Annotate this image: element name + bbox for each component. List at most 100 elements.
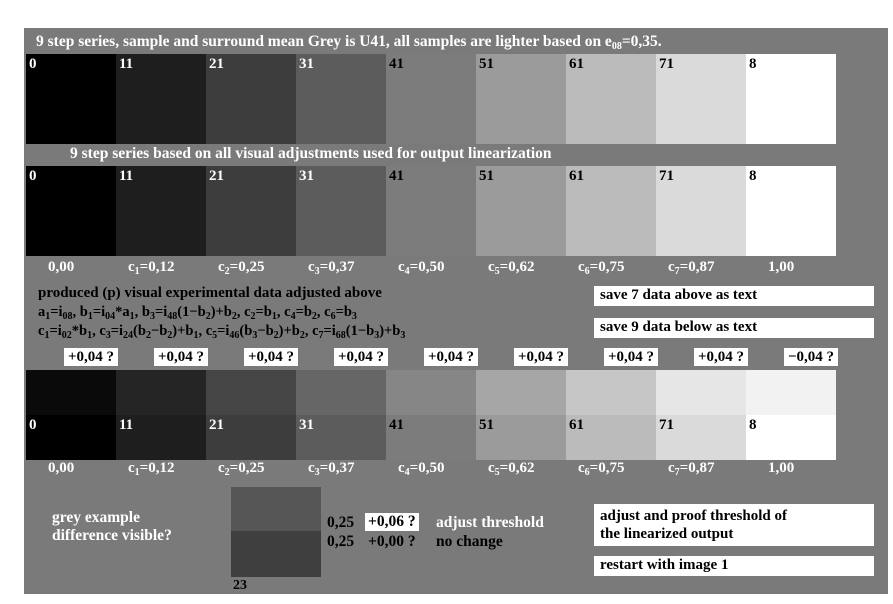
series2-patch-61: 61	[566, 166, 656, 256]
series3-patch-label: 11	[119, 417, 134, 433]
series3-patch-lower-71: 71	[656, 415, 746, 460]
series1-patch-8: 8	[746, 54, 836, 144]
threshold-1-value: 0,25	[327, 514, 355, 531]
series1-patch-label: 51	[479, 56, 494, 72]
save-9-data-button[interactable]: save 9 data below as text	[594, 318, 874, 338]
increment-button-3[interactable]: +0,04 ?	[334, 348, 389, 366]
series2-patch-41: 41	[386, 166, 476, 256]
series3-patch-label: 51	[479, 417, 494, 433]
series2-patch-0: 0	[26, 166, 116, 256]
threshold-1-text: adjust threshold	[436, 514, 544, 531]
series2-patch-label: 31	[299, 168, 314, 184]
series2-patch-8: 8	[746, 166, 836, 256]
increment-button-1[interactable]: +0,04 ?	[154, 348, 209, 366]
series3-patch-upper-8	[746, 370, 836, 415]
caption-0: 0,00	[48, 460, 75, 476]
series3-patch-label: 21	[209, 417, 224, 433]
series2-title: 9 step series based on all visual adjust…	[70, 145, 552, 162]
caption-4: c4=0,50	[398, 259, 445, 277]
example-patch-lower	[231, 531, 321, 577]
formula-line-2: c1=i02*b1, c3=i24(b2−b2)+b1, c5=i46(b3−b…	[38, 323, 406, 341]
threshold-2-text: no change	[436, 533, 503, 550]
series2-patch-label: 51	[479, 168, 494, 184]
series1-patch-label: 21	[209, 56, 224, 72]
increment-button-2[interactable]: +0,04 ?	[244, 348, 299, 366]
series1-row: 0 11 21 31 41 51 61 71 8	[24, 54, 888, 144]
series2-patch-label: 61	[569, 168, 584, 184]
series3-patch-lower-0: 0	[26, 415, 116, 460]
series3-patch-upper-51	[476, 370, 566, 415]
caption-8: 1,00	[768, 460, 795, 476]
series2-patch-71: 71	[656, 166, 746, 256]
increment-button-7[interactable]: +0,04 ?	[694, 348, 749, 366]
series1-patch-61: 61	[566, 54, 656, 144]
series1-patch-21: 21	[206, 54, 296, 144]
chart-frame: 9 step series, sample and surround mean …	[24, 28, 888, 594]
series3-patch-label: 31	[299, 417, 314, 433]
caption-5: c5=0,62	[488, 460, 535, 478]
increment-button-6[interactable]: +0,04 ?	[604, 348, 659, 366]
series3-patch-label: 0	[29, 417, 37, 433]
series1-patch-71: 71	[656, 54, 746, 144]
series3-patch-lower-51: 51	[476, 415, 566, 460]
series2-patch-label: 21	[209, 168, 224, 184]
series3-patch-label: 8	[749, 417, 757, 433]
series3-patch-label: 61	[569, 417, 584, 433]
grey-example-label-2: difference visible?	[52, 527, 172, 544]
series3-patch-upper-71	[656, 370, 746, 415]
caption-1: c1=0,12	[128, 460, 175, 478]
series1-patch-label: 0	[29, 56, 37, 72]
increment-button-8[interactable]: −0,04 ?	[784, 348, 839, 366]
threshold-no-change-button[interactable]: +0,00 ?	[368, 533, 416, 550]
restart-button[interactable]: restart with image 1	[594, 556, 874, 576]
formula-line-1: a1=i08, b1=i04*a1, b3=i48(1−b2)+b2, c2=b…	[38, 304, 357, 322]
series1-patch-label: 8	[749, 56, 757, 72]
caption-8: 1,00	[768, 259, 795, 275]
series2-patch-label: 41	[389, 168, 404, 184]
series3-patch-lower-21: 21	[206, 415, 296, 460]
save-7-data-button[interactable]: save 7 data above as text	[594, 286, 874, 306]
series3-row: 0 11 21 31 41 51 61 71 8	[24, 370, 888, 460]
series3-patch-label: 41	[389, 417, 404, 433]
caption-1: c1=0,12	[128, 259, 175, 277]
adjust-proof-line-2: the linearized output	[600, 526, 734, 542]
series2-row: 0 11 21 31 41 51 61 71 8	[24, 166, 888, 256]
series3-patch-label: 71	[659, 417, 674, 433]
increment-button-4[interactable]: +0,04 ?	[424, 348, 479, 366]
caption-6: c6=0,75	[578, 460, 625, 478]
series3-patch-lower-61: 61	[566, 415, 656, 460]
series1-patch-11: 11	[116, 54, 206, 144]
series1-patch-31: 31	[296, 54, 386, 144]
series3-patch-upper-41	[386, 370, 476, 415]
adjust-proof-button[interactable]: adjust and proof threshold of the linear…	[594, 504, 874, 546]
page-title: 9 step series, sample and surround mean …	[36, 33, 662, 52]
produced-text: produced (p) visual experimental data ad…	[38, 285, 382, 301]
series2-patch-31: 31	[296, 166, 386, 256]
caption-6: c6=0,75	[578, 259, 625, 277]
adjust-proof-line-1: adjust and proof threshold of	[600, 508, 787, 524]
caption-0: 0,00	[48, 259, 75, 275]
series1-patch-label: 61	[569, 56, 584, 72]
increment-button-5[interactable]: +0,04 ?	[514, 348, 569, 366]
example-patch-upper	[231, 487, 321, 531]
series1-patch-51: 51	[476, 54, 566, 144]
series3-patch-upper-11	[116, 370, 206, 415]
caption-3: c3=0,37	[308, 259, 355, 277]
caption-7: c7=0,87	[668, 460, 715, 478]
caption-3: c3=0,37	[308, 460, 355, 478]
series1-patch-label: 31	[299, 56, 314, 72]
series1-patch-label: 11	[119, 56, 134, 72]
example-patch-label: 23	[233, 579, 247, 591]
series2-patch-label: 11	[119, 168, 134, 184]
threshold-adjust-button[interactable]: +0,06 ?	[365, 513, 419, 531]
series3-patch-upper-21	[206, 370, 296, 415]
increment-button-0[interactable]: +0,04 ?	[64, 348, 119, 366]
series3-patch-lower-41: 41	[386, 415, 476, 460]
series1-patch-label: 41	[389, 56, 404, 72]
series1-patch-0: 0	[26, 54, 116, 144]
caption-4: c4=0,50	[398, 460, 445, 478]
series3-patch-lower-11: 11	[116, 415, 206, 460]
series2-patch-51: 51	[476, 166, 566, 256]
series2-patch-label: 0	[29, 168, 37, 184]
series2-patch-21: 21	[206, 166, 296, 256]
